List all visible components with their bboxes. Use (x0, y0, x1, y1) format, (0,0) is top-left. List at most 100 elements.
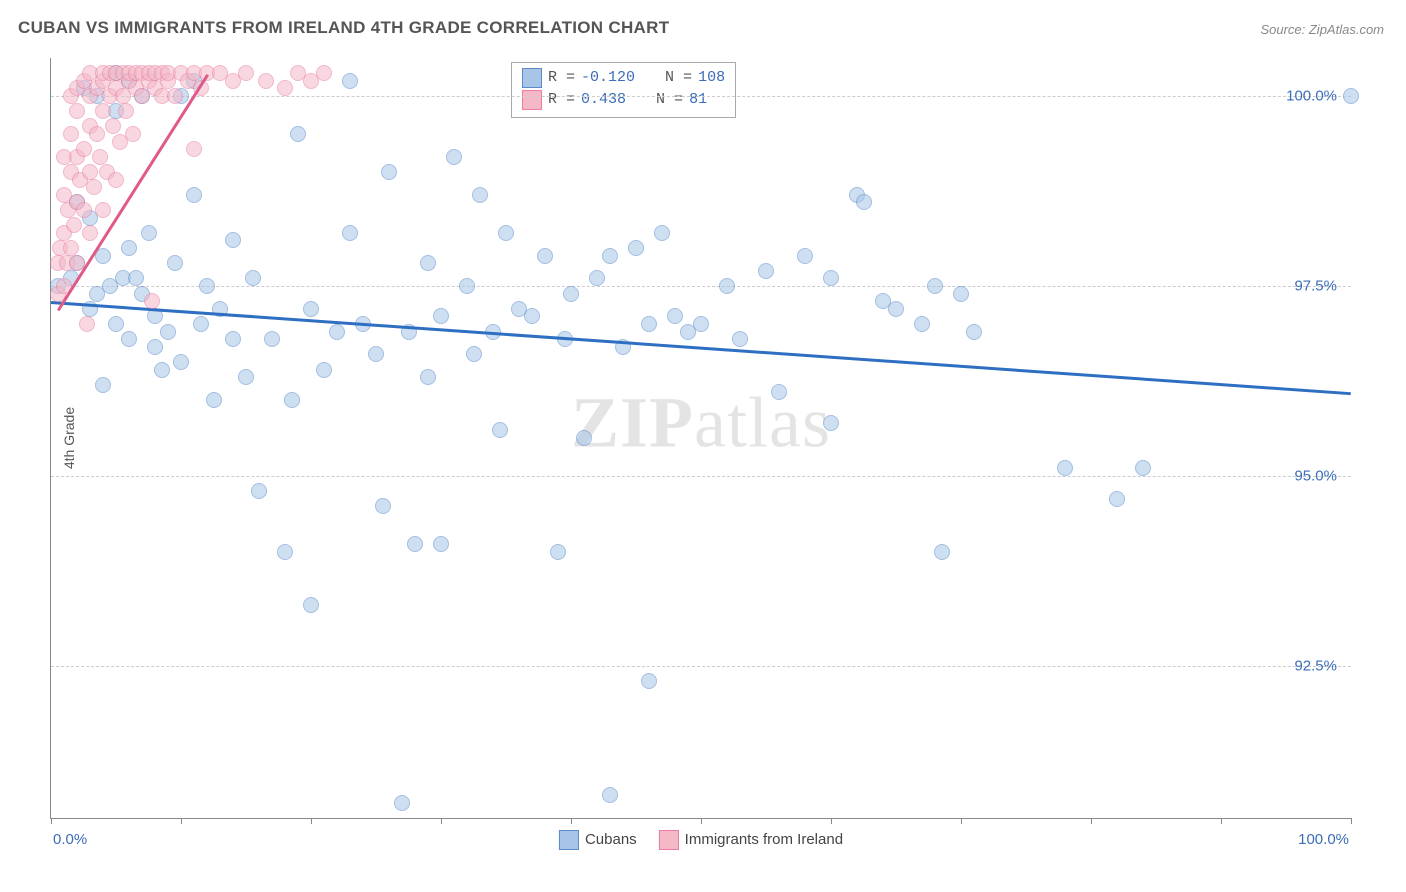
data-point (173, 354, 189, 370)
data-point (576, 430, 592, 446)
stats-legend-box: R = -0.120 N = 108R = 0.438 N = 81 (511, 62, 736, 118)
data-point (264, 331, 280, 347)
legend-item: Cubans (559, 830, 637, 850)
x-tick-label: 100.0% (1298, 831, 1349, 848)
data-point (225, 232, 241, 248)
data-point (79, 316, 95, 332)
data-point (251, 483, 267, 499)
data-point (147, 339, 163, 355)
y-tick-label: 92.5% (1294, 658, 1337, 675)
source-label: Source: ZipAtlas.com (1260, 22, 1384, 37)
data-point (466, 346, 482, 362)
data-point (303, 597, 319, 613)
data-point (128, 270, 144, 286)
data-point (66, 217, 82, 233)
data-point (86, 179, 102, 195)
data-point (641, 316, 657, 332)
data-point (89, 126, 105, 142)
data-point (225, 331, 241, 347)
data-point (121, 240, 137, 256)
data-point (420, 255, 436, 271)
x-tick (1221, 818, 1222, 824)
x-tick (51, 818, 52, 824)
x-tick (181, 818, 182, 824)
data-point (154, 362, 170, 378)
y-axis-label: 4th Grade (61, 407, 77, 469)
y-tick-label: 95.0% (1294, 468, 1337, 485)
data-point (498, 225, 514, 241)
gridline (51, 666, 1351, 667)
data-point (602, 787, 618, 803)
x-tick (961, 818, 962, 824)
data-point (628, 240, 644, 256)
data-point (121, 331, 137, 347)
data-point (277, 544, 293, 560)
data-point (563, 286, 579, 302)
y-tick-label: 97.5% (1294, 278, 1337, 295)
data-point (95, 202, 111, 218)
data-point (108, 172, 124, 188)
data-point (407, 536, 423, 552)
data-point (95, 103, 111, 119)
data-point (76, 202, 92, 218)
gridline (51, 286, 1351, 287)
plot-area: 4th Grade ZIPatlas R = -0.120 N = 108R =… (50, 58, 1351, 819)
data-point (342, 73, 358, 89)
data-point (966, 324, 982, 340)
data-point (238, 65, 254, 81)
data-point (693, 316, 709, 332)
data-point (63, 126, 79, 142)
data-point (914, 316, 930, 332)
data-point (602, 248, 618, 264)
data-point (186, 141, 202, 157)
data-point (82, 164, 98, 180)
data-point (771, 384, 787, 400)
x-tick (701, 818, 702, 824)
data-point (76, 141, 92, 157)
data-point (550, 544, 566, 560)
data-point (394, 795, 410, 811)
data-point (641, 673, 657, 689)
data-point (186, 187, 202, 203)
data-point (1057, 460, 1073, 476)
data-point (144, 293, 160, 309)
data-point (69, 103, 85, 119)
data-point (589, 270, 605, 286)
data-point (823, 415, 839, 431)
x-tick (1091, 818, 1092, 824)
data-point (167, 255, 183, 271)
data-point (934, 544, 950, 560)
data-point (125, 126, 141, 142)
data-point (537, 248, 553, 264)
x-tick (441, 818, 442, 824)
data-point (206, 392, 222, 408)
legend-item: Immigrants from Ireland (659, 830, 843, 850)
data-point (1109, 491, 1125, 507)
data-point (433, 308, 449, 324)
data-point (472, 187, 488, 203)
data-point (303, 301, 319, 317)
x-tick (571, 818, 572, 824)
data-point (141, 225, 157, 241)
data-point (193, 316, 209, 332)
data-point (732, 331, 748, 347)
data-point (199, 278, 215, 294)
watermark: ZIPatlas (571, 381, 831, 464)
data-point (167, 88, 183, 104)
data-point (160, 324, 176, 340)
data-point (245, 270, 261, 286)
series-legend: Cubans Immigrants from Ireland (559, 830, 843, 850)
data-point (856, 194, 872, 210)
data-point (433, 536, 449, 552)
x-tick (831, 818, 832, 824)
data-point (654, 225, 670, 241)
stats-row: R = 0.438 N = 81 (522, 89, 725, 111)
data-point (258, 73, 274, 89)
gridline (51, 96, 1351, 97)
y-tick-label: 100.0% (1286, 88, 1337, 105)
data-point (719, 278, 735, 294)
data-point (758, 263, 774, 279)
data-point (316, 65, 332, 81)
x-tick (311, 818, 312, 824)
data-point (420, 369, 436, 385)
